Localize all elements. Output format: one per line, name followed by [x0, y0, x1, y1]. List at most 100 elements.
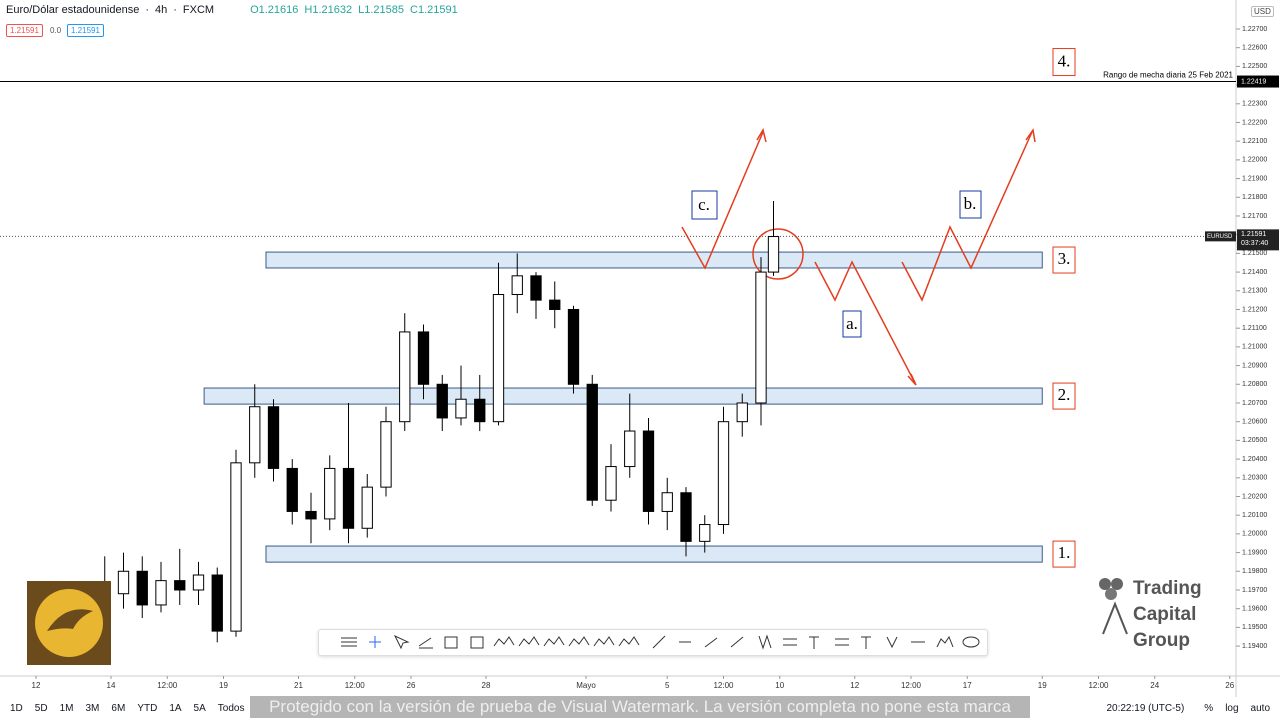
y-tick-label: 1.20600: [1242, 419, 1267, 426]
zone: [265, 545, 1043, 563]
y-tick-label: 1.20400: [1242, 456, 1267, 463]
scenario-paths: [681, 128, 1036, 386]
x-tick-label: 12:00: [157, 681, 178, 690]
range-button[interactable]: 1A: [169, 703, 182, 714]
candle-body: [549, 299, 561, 310]
logo-text: Capital: [1133, 604, 1196, 625]
source: FXCM: [182, 4, 215, 16]
candle-body: [680, 492, 692, 542]
y-tick-label: 1.20300: [1242, 475, 1267, 482]
scale-option[interactable]: auto: [1250, 703, 1271, 714]
range-button[interactable]: 5A: [193, 703, 206, 714]
candle-body: [736, 402, 748, 423]
tcg-logo: Trading Capital Group: [1099, 578, 1202, 651]
interval: 4h: [154, 4, 168, 16]
currency[interactable]: USD: [1251, 6, 1274, 17]
logo-emblem: [27, 581, 111, 665]
candle-body: [211, 574, 223, 632]
y-tick-label: 1.19600: [1242, 606, 1267, 613]
buy-price[interactable]: 1.21591: [67, 24, 104, 37]
scale-option[interactable]: log: [1225, 703, 1239, 714]
y-tick-label: 1.19500: [1242, 624, 1267, 631]
annotation: a.: [846, 314, 858, 333]
y-tick-label: 1.20200: [1242, 493, 1267, 500]
scale-option[interactable]: %: [1204, 703, 1214, 714]
y-tick-label: 1.19700: [1242, 587, 1267, 594]
candle-body: [155, 580, 167, 606]
symbol-tag: EURUSD: [1207, 234, 1233, 240]
candle-body: [511, 275, 523, 296]
x-tick-label: 21: [294, 681, 303, 690]
symbol-title: Euro/Dólar estadounidense: [6, 4, 140, 16]
y-tick-label: 1.20500: [1242, 437, 1267, 444]
sell-price[interactable]: 1.21591: [6, 24, 43, 37]
y-tick-label: 1.21700: [1242, 213, 1267, 220]
zone: [203, 387, 1043, 405]
range-button[interactable]: 1M: [59, 703, 74, 714]
candle-body: [767, 236, 780, 273]
chart: a. b. c. 1.19400 1.19500 1.19600 1.19700 1.1…: [0, 0, 1280, 697]
candle-body: [230, 462, 242, 632]
bottom-toolbar: 1D 5D 1M 3M 6M YTD 1A 5A Todos 20:22:19 (UTC-5)% l…: [0, 697, 1280, 720]
logo-text: Trading: [1133, 578, 1202, 599]
hline-text: Rango de mecha diaria 25 Feb 2021: [1103, 71, 1233, 80]
y-tick-label: 1.20700: [1242, 400, 1267, 407]
candle-body: [417, 331, 430, 385]
range-button[interactable]: YTD: [137, 703, 158, 714]
y-tick-label: 1.19900: [1242, 549, 1267, 556]
candle-body: [380, 421, 392, 488]
ohlc: H1.21632: [304, 4, 353, 16]
ohlc: O1.21616: [250, 4, 299, 16]
ohlc: C1.21591: [410, 4, 458, 16]
range-button[interactable]: 5D: [34, 703, 48, 714]
candle-body: [661, 492, 673, 512]
candle-body: [642, 430, 655, 512]
candle-body: [474, 398, 486, 423]
range-button[interactable]: 6M: [111, 703, 126, 714]
y-tick-label: 1.21400: [1242, 269, 1267, 276]
y-tick-label: 1.22700: [1242, 26, 1267, 33]
candle-body: [455, 398, 467, 419]
candle-body: [530, 275, 542, 301]
y-tick-label: 1.19400: [1242, 643, 1267, 650]
range-button[interactable]: Todos: [217, 703, 245, 714]
x-tick-label: Mayo: [576, 681, 596, 690]
y-tick-label: 1.21000: [1242, 344, 1267, 351]
range-button[interactable]: 3M: [85, 703, 100, 714]
hline-tag: 1.22419: [1241, 78, 1266, 85]
candle-body: [624, 430, 636, 468]
watermark: Protegido con la versión de prueba de Vi…: [250, 696, 1030, 718]
hline-box: [1052, 48, 1076, 77]
y-tick-label: 1.20900: [1242, 362, 1267, 369]
y-tick-label: 1.22200: [1242, 119, 1267, 126]
candle-body: [324, 467, 336, 520]
clock: 20:22:19 (UTC-5): [1106, 703, 1185, 714]
zone-label-box: [1052, 246, 1076, 274]
candle-body: [605, 466, 617, 501]
drawing-toolbar: [318, 629, 988, 656]
x-tick-label: 26: [407, 681, 416, 690]
countdown: 03:37:40: [1241, 240, 1268, 247]
range-button[interactable]: 1D: [10, 703, 23, 714]
spread: 0.0: [50, 26, 62, 35]
emblem-icon: [35, 589, 103, 657]
candle-body: [192, 574, 205, 591]
x-tick-label: 19: [219, 681, 228, 690]
zone-label: 3.: [1058, 249, 1071, 268]
zone-label: 2.: [1058, 385, 1071, 404]
annotation: c.: [698, 195, 710, 214]
y-tick-label: 1.21900: [1242, 175, 1267, 182]
y-tick-label: 1.21300: [1242, 288, 1267, 295]
y-tick-label: 1.21800: [1242, 194, 1267, 201]
candle-body: [717, 421, 730, 526]
annotation-boxes: a. b. c.: [691, 190, 982, 338]
x-tick-label: 10: [775, 681, 784, 690]
zone-label-box: [1052, 540, 1076, 568]
x-tick-label: 12:00: [1088, 681, 1109, 690]
y-tick-label: 1.19800: [1242, 568, 1267, 575]
x-tick-label: 12:00: [901, 681, 922, 690]
symbol-tag-bg: [1205, 231, 1236, 242]
y-tick-label: 1.22500: [1242, 63, 1267, 70]
price-tag: 1.21591: [1241, 231, 1266, 238]
x-tick-label: 12:00: [345, 681, 366, 690]
